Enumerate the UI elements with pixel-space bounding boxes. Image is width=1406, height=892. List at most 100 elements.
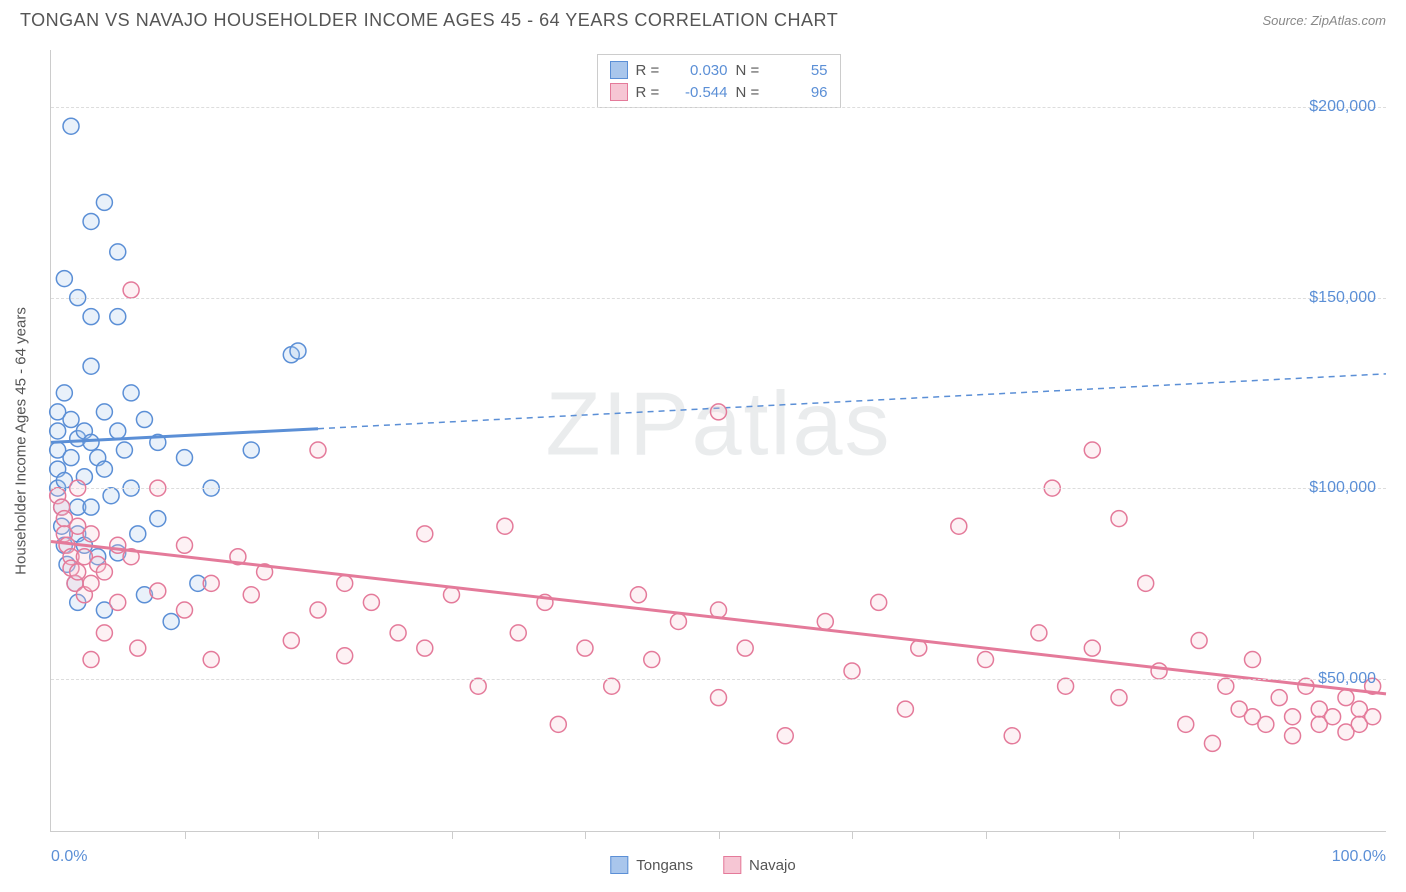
y-tick-label: $100,000 bbox=[1309, 479, 1376, 497]
data-point bbox=[1285, 728, 1301, 744]
data-point bbox=[177, 450, 193, 466]
data-point bbox=[470, 678, 486, 694]
data-point bbox=[203, 652, 219, 668]
data-point bbox=[1084, 442, 1100, 458]
data-point bbox=[96, 625, 112, 641]
data-point bbox=[96, 564, 112, 580]
data-point bbox=[70, 564, 86, 580]
data-point bbox=[1365, 709, 1381, 725]
legend-swatch bbox=[610, 61, 628, 79]
data-point bbox=[96, 194, 112, 210]
data-point bbox=[1138, 575, 1154, 591]
data-point bbox=[363, 594, 379, 610]
data-point bbox=[1191, 633, 1207, 649]
gridline bbox=[51, 679, 1386, 680]
data-point bbox=[63, 118, 79, 134]
data-point bbox=[1271, 690, 1287, 706]
legend-stat-row: R =0.030N =55 bbox=[610, 59, 828, 81]
y-tick-label: $150,000 bbox=[1309, 289, 1376, 307]
data-point bbox=[644, 652, 660, 668]
stat-n-value: 55 bbox=[772, 62, 828, 79]
data-point bbox=[56, 385, 72, 401]
data-point bbox=[163, 613, 179, 629]
data-point bbox=[817, 613, 833, 629]
legend-stat-row: R =-0.544N =96 bbox=[610, 81, 828, 103]
trend-line-solid bbox=[51, 541, 1386, 693]
data-point bbox=[1058, 678, 1074, 694]
gridline bbox=[51, 107, 1386, 108]
plot-svg bbox=[51, 50, 1386, 831]
data-point bbox=[83, 309, 99, 325]
legend-item: Navajo bbox=[723, 856, 796, 874]
data-point bbox=[290, 343, 306, 359]
source-label: Source: ZipAtlas.com bbox=[1262, 13, 1386, 28]
data-point bbox=[103, 488, 119, 504]
data-point bbox=[110, 423, 126, 439]
data-point bbox=[604, 678, 620, 694]
data-point bbox=[83, 358, 99, 374]
data-point bbox=[123, 385, 139, 401]
data-point bbox=[1325, 709, 1341, 725]
data-point bbox=[497, 518, 513, 534]
data-point bbox=[177, 602, 193, 618]
y-tick-label: $50,000 bbox=[1318, 670, 1376, 688]
stat-r-label: R = bbox=[636, 84, 664, 101]
data-point bbox=[310, 442, 326, 458]
data-point bbox=[1245, 652, 1261, 668]
data-point bbox=[630, 587, 646, 603]
data-point bbox=[1218, 678, 1234, 694]
data-point bbox=[110, 244, 126, 260]
correlation-legend: R =0.030N =55R =-0.544N =96 bbox=[597, 54, 841, 108]
data-point bbox=[203, 575, 219, 591]
data-point bbox=[711, 690, 727, 706]
stat-n-label: N = bbox=[736, 84, 764, 101]
data-point bbox=[670, 613, 686, 629]
data-point bbox=[116, 442, 132, 458]
data-point bbox=[871, 594, 887, 610]
data-point bbox=[83, 434, 99, 450]
data-point bbox=[83, 499, 99, 515]
data-point bbox=[50, 423, 66, 439]
x-tick bbox=[318, 831, 319, 839]
x-tick bbox=[1119, 831, 1120, 839]
data-point bbox=[56, 271, 72, 287]
data-point bbox=[310, 602, 326, 618]
x-tick bbox=[852, 831, 853, 839]
data-point bbox=[1151, 663, 1167, 679]
data-point bbox=[1178, 716, 1194, 732]
data-point bbox=[417, 526, 433, 542]
legend-swatch bbox=[610, 83, 628, 101]
legend-label: Navajo bbox=[749, 857, 796, 874]
data-point bbox=[130, 526, 146, 542]
legend-swatch bbox=[723, 856, 741, 874]
data-point bbox=[417, 640, 433, 656]
x-axis-max-label: 100.0% bbox=[1332, 848, 1386, 866]
data-point bbox=[737, 640, 753, 656]
legend-label: Tongans bbox=[636, 857, 693, 874]
data-point bbox=[1031, 625, 1047, 641]
data-point bbox=[951, 518, 967, 534]
x-axis-min-label: 0.0% bbox=[51, 848, 87, 866]
x-tick bbox=[452, 831, 453, 839]
header: TONGAN VS NAVAJO HOUSEHOLDER INCOME AGES… bbox=[0, 0, 1406, 35]
data-point bbox=[136, 412, 152, 428]
legend-item: Tongans bbox=[610, 856, 693, 874]
x-tick bbox=[719, 831, 720, 839]
x-tick bbox=[986, 831, 987, 839]
data-point bbox=[110, 309, 126, 325]
data-point bbox=[897, 701, 913, 717]
data-point bbox=[1111, 511, 1127, 527]
data-point bbox=[337, 575, 353, 591]
stat-r-value: 0.030 bbox=[672, 62, 728, 79]
data-point bbox=[1258, 716, 1274, 732]
data-point bbox=[63, 450, 79, 466]
data-point bbox=[1285, 709, 1301, 725]
data-point bbox=[243, 442, 259, 458]
data-point bbox=[390, 625, 406, 641]
data-point bbox=[243, 587, 259, 603]
series-legend: Tongans Navajo bbox=[610, 856, 795, 874]
gridline bbox=[51, 298, 1386, 299]
x-tick bbox=[185, 831, 186, 839]
x-tick bbox=[1253, 831, 1254, 839]
data-point bbox=[96, 404, 112, 420]
